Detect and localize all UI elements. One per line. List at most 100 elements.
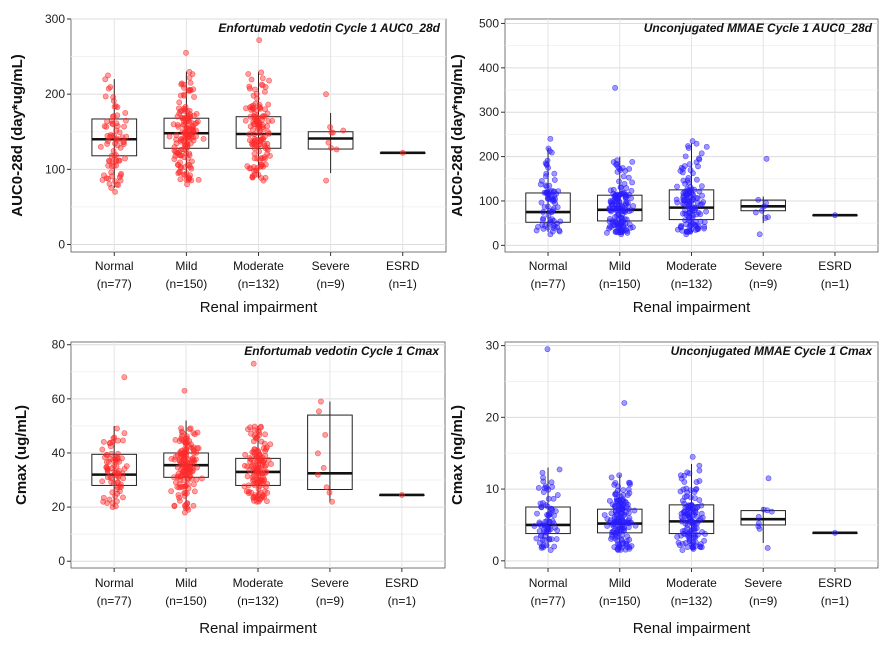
data-point — [117, 144, 124, 151]
data-point — [540, 544, 547, 551]
data-point — [186, 152, 193, 159]
data-point — [116, 129, 123, 136]
data-point — [682, 504, 689, 511]
data-point — [100, 438, 107, 445]
data-point — [121, 430, 128, 437]
data-point — [247, 113, 254, 120]
data-point — [101, 454, 108, 461]
data-point — [612, 229, 619, 235]
data-point — [177, 108, 184, 115]
data-point — [612, 503, 619, 510]
data-point — [758, 207, 765, 214]
data-point — [551, 170, 558, 177]
x-tick-label: ESRD — [386, 259, 420, 273]
data-point — [122, 110, 129, 116]
data-point — [112, 493, 119, 500]
data-point — [101, 172, 107, 179]
data-point — [110, 94, 117, 101]
data-point — [265, 101, 272, 108]
data-point — [170, 121, 177, 128]
data-point — [114, 484, 121, 490]
data-point — [182, 501, 189, 508]
data-point — [547, 547, 554, 553]
box-mild — [163, 49, 210, 188]
data-point — [696, 156, 703, 163]
data-point — [328, 129, 335, 136]
data-point — [104, 132, 111, 139]
data-point — [175, 471, 182, 477]
data-point — [182, 172, 188, 178]
data-point — [247, 123, 254, 130]
data-point — [618, 214, 625, 221]
data-point — [620, 487, 627, 493]
data-point — [109, 500, 116, 507]
data-point — [699, 529, 706, 535]
x-tick-count: (n=1) — [388, 594, 416, 608]
box-severe — [740, 475, 786, 551]
y-tick-label: 80 — [52, 338, 66, 352]
x-tick-count: (n=1) — [389, 277, 417, 291]
data-point — [544, 346, 551, 353]
data-point — [546, 220, 553, 227]
data-point — [680, 192, 687, 199]
data-point — [174, 113, 181, 120]
data-point — [693, 140, 700, 147]
data-point — [326, 489, 333, 496]
data-point — [624, 492, 631, 498]
data-point — [613, 221, 620, 228]
data-point — [187, 79, 194, 86]
data-point — [258, 69, 265, 76]
data-point — [768, 508, 775, 515]
y-tick-label: 0 — [58, 237, 65, 251]
data-point — [681, 201, 688, 207]
box-mild — [163, 387, 209, 516]
data-point — [543, 484, 550, 491]
data-point — [628, 195, 635, 202]
data-point — [261, 440, 268, 447]
data-point — [172, 437, 179, 443]
data-point — [698, 150, 705, 157]
data-point — [257, 423, 264, 430]
box-normal — [91, 374, 137, 511]
data-point — [112, 178, 118, 185]
data-point — [611, 516, 618, 523]
x-tick-label: Normal — [529, 576, 568, 590]
x-tick-count: (n=1) — [821, 277, 849, 291]
data-point — [188, 131, 195, 137]
x-tick-count: (n=9) — [749, 594, 777, 608]
x-tick-count: (n=77) — [531, 277, 566, 291]
data-point — [181, 92, 187, 99]
data-point — [626, 536, 633, 543]
data-point — [193, 119, 200, 126]
data-point — [186, 87, 193, 94]
box-body — [740, 510, 786, 526]
data-point — [263, 462, 270, 468]
data-point — [109, 121, 116, 127]
data-point — [250, 121, 257, 128]
data-point — [537, 181, 544, 188]
data-point — [696, 517, 703, 524]
data-point — [267, 441, 274, 448]
data-point — [186, 118, 193, 125]
data-point — [537, 500, 544, 507]
data-point — [763, 155, 770, 162]
data-point — [684, 469, 691, 476]
data-point — [533, 535, 540, 542]
data-point — [182, 439, 189, 446]
data-point — [701, 219, 708, 225]
data-point — [175, 492, 182, 498]
x-tick-label: Moderate — [666, 576, 717, 590]
data-point — [266, 77, 272, 84]
data-point — [538, 532, 545, 539]
data-point — [619, 208, 625, 214]
data-point — [181, 490, 187, 496]
data-point — [340, 127, 347, 134]
data-point — [545, 212, 552, 219]
box-severe — [307, 91, 354, 184]
data-point — [399, 149, 406, 156]
data-point — [627, 480, 633, 486]
data-point — [177, 159, 183, 166]
data-point — [254, 470, 261, 477]
data-point — [166, 133, 173, 140]
data-point — [544, 157, 551, 164]
